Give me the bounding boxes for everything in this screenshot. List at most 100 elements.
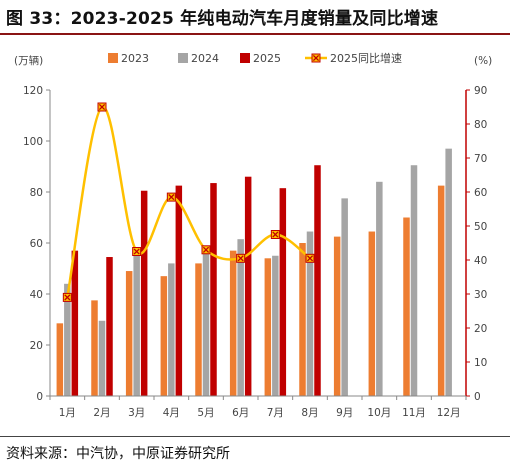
bar-2024-12月 [445,148,452,396]
x-axis-tick-label: 3月 [128,407,145,419]
bar-2025-3月 [140,190,148,396]
bar-2025-4月 [175,185,183,396]
left-axis-tick-label: 40 [30,289,43,301]
right-axis-tick-label: 0 [474,391,481,403]
left-axis: 0 20 40 60 80 100 120 [23,85,51,403]
bar-2023-9月 [333,236,341,396]
x-axis-tick-label: 2月 [93,407,110,419]
growth-point-6月-cross [237,255,244,262]
bar-2024-6月 [237,239,244,396]
growth-point-2月 [97,102,107,112]
right-axis-tick-label: 80 [474,119,487,131]
x-axis-tick-label: 9月 [336,407,353,419]
legend-label-2023: 2023 [121,52,149,65]
growth-point-1月-cross [64,294,71,301]
growth-point-7月 [270,230,280,239]
source-rule [0,436,510,437]
bar-2023-11月 [403,217,410,396]
bar-2024-3月 [133,255,140,396]
left-axis-tick-label: 0 [36,391,43,403]
bar-2023-3月 [125,271,133,396]
bar-2023-6月 [229,250,237,396]
right-axis: 0 10 20 30 40 50 60 70 80 90 [465,85,487,403]
right-axis-tick-label: 30 [474,289,487,301]
right-axis-tick-label: 90 [474,85,487,97]
x-axis-tick-label: 1月 [59,407,76,419]
bar-2024-2月 [98,320,106,396]
legend-label-2025: 2025 [253,52,281,65]
left-axis-tick-label: 20 [30,340,43,352]
right-axis-tick-label: 60 [474,187,487,199]
growth-point-7月-cross [272,231,279,238]
legend-swatch-2025 [240,53,250,63]
chart: 2023 2024 2025 2025同比增速 (万辆) (%) 0 20 40 60 80 1… [14,51,492,419]
bar-2025-1月 [71,250,79,396]
right-axis-tick-label: 70 [474,153,487,165]
bar-2024-1月 [64,283,71,396]
legend-swatch-2024 [178,53,188,63]
left-axis-tick-label: 80 [30,187,43,199]
bar-2023-7月 [264,258,272,396]
growth-line-series [62,102,315,302]
legend-label-2025同比增速: 2025同比增速 [330,51,402,65]
x-axis-tick-label: 12月 [437,407,461,419]
legend-marker-2025同比增速-cross [312,54,320,62]
x-axis-tick-label: 10月 [367,407,391,419]
x-axis-tick-label: 8月 [301,407,318,419]
bar-2025-8月 [314,165,321,396]
bar-series [56,148,452,396]
right-axis-unit: (%) [474,55,492,67]
growth-point-3月-cross [133,248,140,255]
bar-2023-10月 [368,231,376,396]
x-axis: 1月 2月 3月 4月 5月 6月 7月 8月 9月 10月 11月 12月 [49,395,467,419]
bar-2025-6月 [244,176,252,396]
bar-2023-4月 [160,276,168,396]
x-axis-tick-label: 11月 [402,407,426,419]
growth-line [66,105,311,298]
title-rule [0,33,510,35]
right-axis-tick-label: 10 [474,357,487,369]
growth-point-3月 [132,247,142,256]
growth-point-5月-cross [202,246,210,253]
bar-2024-9月 [341,198,348,396]
bar-2023-5月 [195,263,202,396]
growth-point-5月 [201,245,211,255]
left-axis-tick-label: 120 [23,85,43,97]
bar-2024-4月 [168,263,175,396]
growth-point-8月 [305,253,315,263]
x-axis-tick-label: 5月 [197,407,214,419]
bar-2024-10月 [376,181,383,396]
growth-point-6月 [236,253,246,263]
right-axis-tick-label: 20 [474,323,487,335]
bar-2025-5月 [210,183,217,396]
left-axis-tick-label: 60 [30,238,43,250]
growth-point-1月 [62,292,72,302]
bar-2024-8月 [306,231,314,396]
bar-2025-7月 [279,188,287,396]
right-axis-tick-label: 40 [474,255,487,267]
left-axis-unit: (万辆) [14,54,43,67]
bar-2023-2月 [91,300,98,396]
growth-point-2月-cross [98,103,106,111]
legend: 2023 2024 2025 2025同比增速 [108,51,402,65]
x-axis-tick-label: 7月 [267,407,284,419]
growth-point-4月-cross [168,194,175,201]
growth-point-8月-cross [306,255,314,262]
left-axis-tick-label: 100 [23,136,43,148]
growth-point-4月 [166,192,176,202]
x-axis-tick-label: 6月 [232,407,249,419]
bar-2024-7月 [272,255,279,396]
bar-2023-1月 [56,323,64,396]
bar-2023-12月 [437,185,445,396]
bar-2023-8月 [299,243,306,396]
legend-label-2024: 2024 [191,52,219,65]
figure-title: 图 33：2023-2025 年纯电动汽车月度销量及同比增速 [6,9,439,29]
bar-2024-5月 [202,248,210,396]
source-note: 资料来源：中汽协，中原证券研究所 [6,446,230,462]
legend-marker-2025同比增速 [311,53,321,63]
bar-2025-2月 [106,257,113,396]
legend-swatch-2023 [108,53,118,63]
bar-2024-11月 [410,165,418,396]
right-axis-tick-label: 50 [474,221,487,233]
x-axis-tick-label: 4月 [163,407,180,419]
